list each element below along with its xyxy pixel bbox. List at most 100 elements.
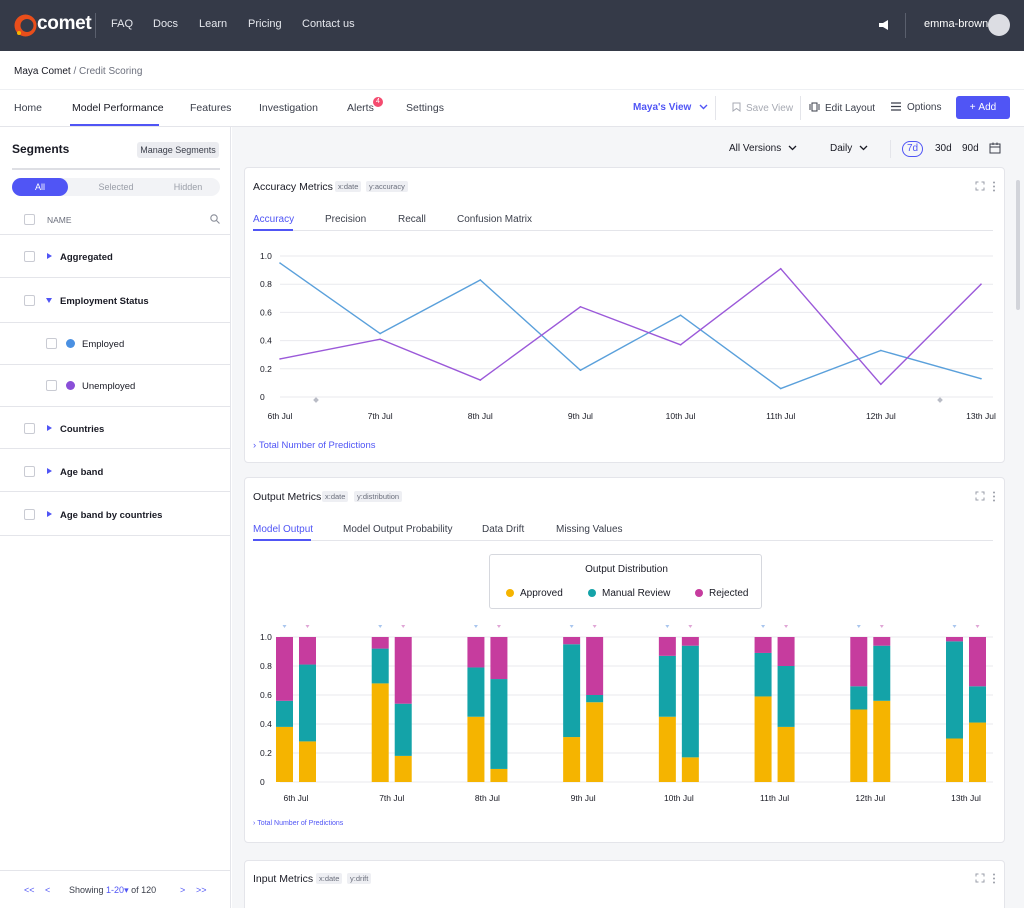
divider — [0, 535, 231, 536]
chevron-down-icon[interactable]: ▾ — [124, 885, 129, 895]
segment-employed[interactable]: Employed — [82, 339, 125, 350]
nav-link-contact[interactable]: Contact us — [302, 18, 355, 30]
bar-segment-manual-review — [754, 652, 772, 697]
versions-dropdown[interactable]: All Versions — [729, 143, 797, 154]
caret-right-icon[interactable] — [47, 425, 52, 431]
segment-checkbox[interactable] — [24, 423, 35, 434]
pager-next[interactable]: > — [180, 885, 186, 895]
more-options-icon[interactable] — [992, 491, 996, 502]
tab-alerts[interactable]: Alerts — [347, 102, 374, 114]
caret-down-icon[interactable] — [46, 298, 52, 303]
filter-selected[interactable]: Selected — [98, 182, 134, 192]
pager-range[interactable]: 1-20 — [106, 885, 125, 895]
options-button[interactable]: Options — [891, 102, 941, 113]
bar-segment-approved — [394, 755, 412, 782]
pager-prev[interactable]: < — [45, 885, 51, 895]
manage-segments-button[interactable]: Manage Segments — [137, 142, 219, 158]
x-tick-label: 7th Jul — [368, 411, 393, 421]
legend-title: Output Distribution — [585, 564, 668, 575]
tab-home[interactable]: Home — [14, 102, 43, 114]
username[interactable]: emma-brown — [924, 18, 989, 30]
save-view-button[interactable]: Save View — [732, 102, 793, 114]
period-7d[interactable]: 7d — [902, 141, 923, 157]
segment-checkbox[interactable] — [46, 338, 57, 349]
segment-checkbox[interactable] — [46, 380, 57, 391]
nav-link-pricing[interactable]: Pricing — [248, 18, 282, 30]
segment-checkbox[interactable] — [24, 466, 35, 477]
segment-employment-status[interactable]: Employment Status — [60, 296, 149, 307]
select-all-checkbox[interactable] — [24, 214, 35, 225]
nav-link-faq[interactable]: FAQ — [111, 18, 134, 30]
tab-accuracy[interactable]: Accuracy — [253, 214, 295, 225]
bar-marker — [856, 625, 861, 628]
comet-logo-icon[interactable] — [13, 13, 38, 38]
pager-first[interactable]: << — [24, 885, 35, 895]
tab-precision[interactable]: Precision — [325, 214, 367, 225]
tab-confusion-matrix[interactable]: Confusion Matrix — [457, 214, 533, 225]
expand-icon[interactable] — [975, 873, 985, 883]
nav-link-learn[interactable]: Learn — [199, 18, 228, 30]
unemployed-color-dot — [66, 381, 75, 390]
edit-layout-button[interactable]: Edit Layout — [809, 102, 875, 114]
expand-icon[interactable] — [975, 491, 985, 501]
period-30d[interactable]: 30d — [935, 143, 952, 154]
segment-unemployed[interactable]: Unemployed — [82, 381, 136, 392]
tab-model-performance[interactable]: Model Performance — [72, 102, 164, 114]
y-tick-label: 1.0 — [260, 632, 272, 642]
breadcrumb: Maya Comet / Credit Scoring — [14, 66, 142, 77]
segment-age-band-by-countries[interactable]: Age band by countries — [60, 510, 163, 521]
annotation-marker — [313, 397, 319, 403]
total-predictions-toggle[interactable]: › Total Number of Predictions — [253, 440, 376, 451]
segment-age-band[interactable]: Age band — [60, 467, 104, 478]
segment-checkbox[interactable] — [24, 251, 35, 262]
total-predictions-label: Total Number of Predictions — [258, 440, 376, 451]
bar-segment-approved — [586, 702, 604, 782]
search-icon[interactable] — [210, 214, 220, 224]
segment-checkbox[interactable] — [24, 295, 35, 306]
bar-segment-approved — [873, 700, 891, 782]
brand-name[interactable]: comet — [37, 13, 92, 34]
breadcrumb-workspace[interactable]: Maya Comet — [14, 66, 71, 77]
data-point — [779, 267, 782, 270]
bar-marker — [305, 625, 310, 628]
scrollbar[interactable] — [1016, 180, 1020, 310]
legend-approved[interactable]: Approved — [506, 588, 563, 599]
tab-data-drift[interactable]: Data Drift — [482, 524, 525, 535]
segment-aggregated[interactable]: Aggregated — [60, 252, 113, 263]
bar-marker — [761, 625, 766, 628]
tab-investigation[interactable]: Investigation — [259, 102, 318, 114]
avatar[interactable] — [988, 14, 1010, 36]
nav-link-docs[interactable]: Docs — [153, 18, 179, 30]
pager-last[interactable]: >> — [196, 885, 207, 895]
add-button[interactable]: + Add — [956, 96, 1010, 119]
announcement-icon[interactable] — [878, 19, 890, 31]
tab-model-output[interactable]: Model Output — [253, 524, 314, 535]
expand-icon[interactable] — [975, 181, 985, 191]
more-options-icon[interactable] — [992, 181, 996, 192]
tab-recall[interactable]: Recall — [398, 214, 426, 225]
filter-all[interactable]: All — [12, 178, 68, 196]
legend-rejected[interactable]: Rejected — [695, 588, 748, 599]
period-90d[interactable]: 90d — [962, 143, 979, 154]
legend-manual-review[interactable]: Manual Review — [588, 588, 670, 599]
more-options-icon[interactable] — [992, 873, 996, 884]
caret-right-icon[interactable] — [47, 511, 52, 517]
total-predictions-toggle[interactable]: › Total Number of Predictions — [253, 820, 343, 827]
view-selector[interactable]: Maya's View — [633, 102, 708, 113]
granularity-dropdown[interactable]: Daily — [830, 143, 868, 154]
segment-checkbox[interactable] — [24, 509, 35, 520]
breadcrumb-project[interactable]: Credit Scoring — [79, 66, 143, 77]
bar-segment-manual-review — [969, 686, 986, 723]
legend-manual-label: Manual Review — [602, 588, 671, 599]
segment-countries[interactable]: Countries — [60, 424, 105, 435]
calendar-icon[interactable] — [989, 142, 1001, 154]
caret-right-icon[interactable] — [47, 253, 52, 259]
tab-model-output-probability[interactable]: Model Output Probability — [343, 524, 453, 535]
filter-hidden[interactable]: Hidden — [173, 182, 203, 192]
divider — [0, 277, 231, 278]
tab-features[interactable]: Features — [190, 102, 232, 114]
tab-missing-values[interactable]: Missing Values — [556, 524, 623, 535]
bar-marker — [473, 625, 478, 628]
caret-right-icon[interactable] — [47, 468, 52, 474]
tab-settings[interactable]: Settings — [406, 102, 444, 114]
